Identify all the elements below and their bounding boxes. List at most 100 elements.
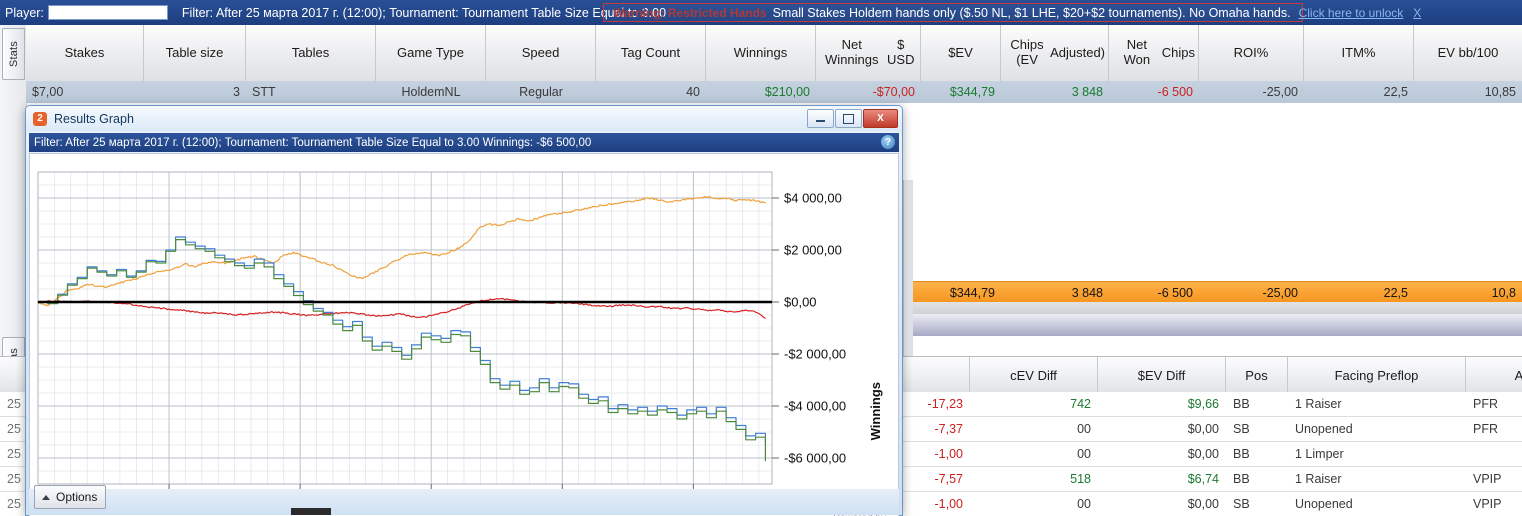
results-chart: $4 000,00 $2 000,00 $0,00 -$2 000,00 -$4 000… (37, 171, 846, 504)
options-button-label: Options (56, 490, 98, 504)
table-cell: VPIP (1473, 472, 1502, 486)
options-button[interactable]: Options (34, 485, 106, 509)
stats-header-line: ITM% (1341, 44, 1376, 60)
warning-title: Warning: Restricted Hands (613, 5, 767, 20)
top-filter-bar: Player: Filter: After 25 марта 2017 г. (… (0, 0, 1522, 26)
hands-header-cell[interactable]: Pos (1226, 357, 1288, 393)
stats-cell: 22,5 (1383, 85, 1408, 99)
table-cell: $0,00 (1187, 497, 1219, 511)
vertical-tab-stats-label: Stats (7, 40, 20, 68)
stats-header-cell[interactable]: EV bb/100 (1414, 25, 1522, 81)
stats-cell: $210,00 (764, 85, 810, 99)
table-cell (1466, 442, 1522, 466)
table-cell: SB (1233, 497, 1250, 511)
caret-up-icon (42, 494, 50, 500)
window-title: Results Graph (54, 111, 134, 126)
help-icon[interactable]: ? (881, 135, 895, 149)
hands-row-index: 25 (7, 497, 21, 511)
stats-header-line: Adjusted) (1050, 44, 1105, 60)
stats-header-line: Stakes (64, 44, 105, 60)
stats-table-header: Stakes Table size Tables Game Type Speed Tag … (26, 25, 1522, 82)
stats-header-cell[interactable]: Table size (144, 25, 246, 81)
minimize-icon[interactable] (807, 109, 834, 128)
table-cell: $9,66 (1187, 397, 1219, 411)
stats-header-line: Net Winnings (825, 37, 879, 67)
stats-cell: 40 (686, 85, 700, 99)
table-cell: -7,57 (934, 472, 964, 486)
stats-cell: 10,85 (1484, 85, 1516, 99)
stats-selected-cell: $344,79 (949, 285, 995, 300)
stats-header-cell[interactable]: Tables (246, 25, 376, 81)
unlock-link[interactable]: Click here to unlock (1298, 5, 1404, 20)
hands-header-cell[interactable]: cEV Diff (970, 357, 1098, 393)
stats-cell: $344,79 (949, 85, 995, 99)
stats-cell: STT (252, 85, 276, 99)
table-cell: $0,00 (1187, 447, 1219, 461)
table-cell: 742 (1070, 397, 1091, 411)
table-cell: $6,74 (1187, 472, 1219, 486)
stats-selected-cell: -25,00 (1262, 285, 1298, 300)
stats-header-line: $EV (948, 44, 973, 60)
stats-cell: 3 848 (1071, 85, 1103, 99)
stats-header-cell[interactable]: $EV (921, 25, 1001, 81)
close-icon[interactable]: X (863, 109, 898, 128)
stats-header-cell[interactable]: Speed (486, 25, 596, 81)
y-axis-label: Winnings (868, 382, 883, 441)
y-axis-tick-label: $0,00 (784, 295, 817, 310)
stats-header-cell[interactable]: ITM% (1304, 25, 1414, 81)
table-cell: 00 (1077, 497, 1091, 511)
stats-header-line: Tables (291, 44, 330, 60)
stats-header-cell[interactable]: ROI% (1199, 25, 1304, 81)
graph-plot-panel: $4 000,00 $2 000,00 $0,00 -$2 000,00 -$4 000… (29, 153, 899, 516)
stats-header-line: Winnings (733, 44, 788, 60)
stats-header-cell[interactable]: Winnings (706, 25, 816, 81)
table-cell: $0,00 (1187, 422, 1219, 436)
stats-cell: 3 (233, 85, 240, 99)
stats-header-cell[interactable]: Net Winnings $ USD (816, 25, 921, 81)
results-graph-window: 2 Results Graph X Filter: After 25 марта… (25, 105, 903, 516)
vertical-scrollbar[interactable] (903, 180, 913, 516)
vertical-tab-stats[interactable]: Stats (2, 28, 25, 80)
stats-cell: -25,00 (1262, 85, 1298, 99)
window-title-bar[interactable]: 2 Results Graph X (26, 106, 902, 131)
player-input[interactable] (47, 5, 168, 20)
hands-row-index: 25 (7, 447, 21, 461)
y-axis-tick-label: $4 000,00 (784, 191, 842, 206)
stats-header-cell[interactable]: Game Type (376, 25, 486, 81)
stats-header-cell[interactable]: Net Won Chips (1109, 25, 1199, 81)
stats-header-line: $ USD (887, 37, 915, 67)
table-cell: BB (1233, 397, 1250, 411)
stats-cell: -$70,00 (872, 85, 915, 99)
stats-selected-cell: -6 500 (1157, 285, 1193, 300)
player-label: Player: (5, 5, 44, 20)
hands-header-cell[interactable]: $EV Diff (1098, 357, 1226, 393)
stats-header-line: Net Won (1123, 37, 1151, 67)
stats-header-line: Chips (EV (1010, 37, 1044, 67)
stats-cell: HoldemNL (401, 85, 461, 99)
stats-header-cell[interactable]: Chips (EV Adjusted) (1001, 25, 1109, 81)
stats-header-cell[interactable]: Stakes (26, 25, 144, 81)
hands-row-index: 25 (7, 472, 21, 486)
table-cell: Unopened (1295, 497, 1353, 511)
table-cell: -1,00 (934, 497, 964, 511)
table-cell: -17,23 (927, 397, 963, 411)
close-warning-link[interactable]: X (1413, 5, 1422, 20)
stats-selected-cell: 22,5 (1383, 285, 1408, 300)
y-axis-tick-label: -$4 000,00 (784, 399, 846, 414)
table-cell: 00 (1077, 447, 1091, 461)
maximize-icon[interactable] (835, 109, 862, 128)
stats-table-row[interactable]: $7,00 3 STT HoldemNL Regular 40 $210,00 -$70,00… (26, 81, 1522, 104)
table-cell: 00 (1077, 422, 1091, 436)
table-cell: -1,00 (934, 447, 964, 461)
warning-message: Small Stakes Holdem hands only ($.50 NL,… (772, 5, 1291, 20)
stats-header-line: Speed (521, 44, 560, 60)
stats-cell: Regular (519, 85, 563, 99)
stats-header-cell[interactable]: Tag Count (596, 25, 706, 81)
taskbar-peek (291, 508, 331, 515)
hands-header-cell[interactable]: Facing Preflop (1288, 357, 1466, 393)
y-axis-tick-label: -$2 000,00 (784, 347, 846, 362)
graph-filter-bar: Filter: After 25 марта 2017 г. (12:00); … (29, 133, 899, 152)
table-cell: PFR (1473, 397, 1498, 411)
hands-header-cell[interactable]: Acti (1466, 357, 1522, 393)
stats-header-line: EV bb/100 (1437, 44, 1499, 60)
